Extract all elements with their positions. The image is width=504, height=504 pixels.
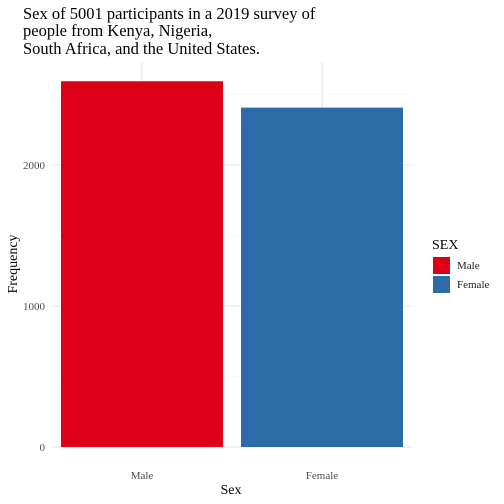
chart-title: Sex of 5001 participants in a 2019 surve…	[23, 4, 316, 58]
y-tick-label: 0	[40, 442, 46, 454]
y-tick-label: 1000	[23, 301, 46, 313]
chart-title-line-2: people from Kenya, Nigeria,	[23, 21, 212, 40]
legend-label: Female	[457, 279, 489, 291]
x-axis-title: Sex	[221, 483, 242, 498]
chart-title-line-3: South Africa, and the United States.	[23, 39, 260, 58]
legend-label: Male	[457, 260, 480, 272]
legend-swatch	[433, 257, 450, 274]
bars	[61, 81, 403, 447]
x-axis-tick-labels: Male Female	[131, 470, 339, 482]
legend-swatch	[433, 276, 450, 293]
bar-male	[61, 81, 223, 447]
x-tick-label: Male	[131, 470, 154, 482]
x-tick-label: Female	[306, 470, 338, 482]
y-axis-title: Frequency	[6, 234, 21, 293]
y-axis-tick-labels: 0 1000 2000	[23, 160, 46, 454]
legend-title: SEX	[432, 238, 458, 253]
legend: SEX Male Female	[432, 238, 489, 293]
bar-female	[241, 107, 403, 447]
chart-title-line-1: Sex of 5001 participants in a 2019 surve…	[23, 4, 316, 23]
y-tick-label: 2000	[23, 160, 46, 172]
legend-items: Male Female	[433, 257, 489, 293]
